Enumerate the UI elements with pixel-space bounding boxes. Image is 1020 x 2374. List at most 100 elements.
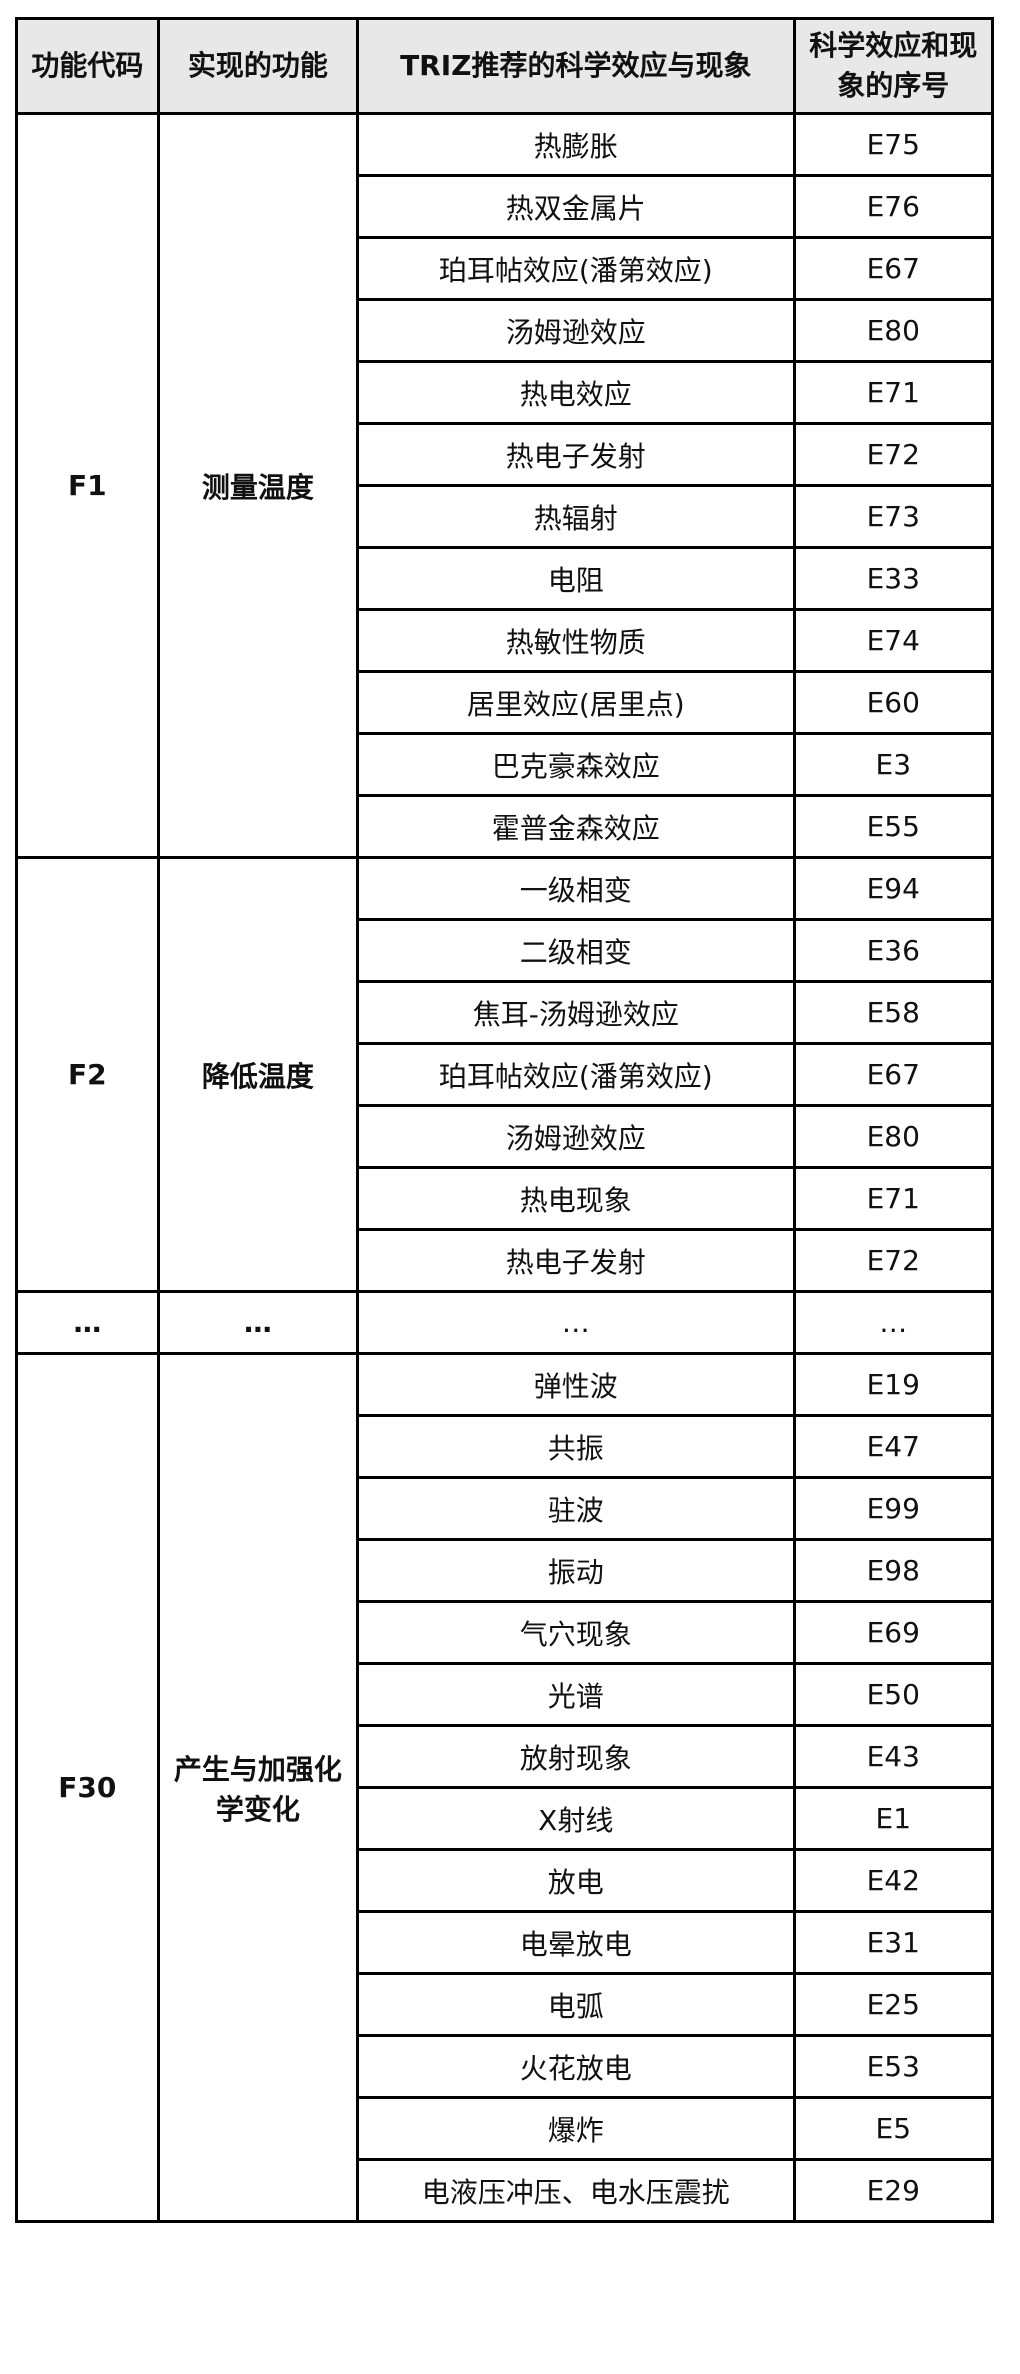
effect-cell: 热膨胀 [356, 112, 796, 177]
effect-cell: X射线 [356, 1786, 796, 1851]
effect-cell: 焦耳-汤姆逊效应 [356, 980, 796, 1045]
effect-number-cell: E3 [792, 732, 995, 797]
effect-number-cell: E36 [792, 918, 995, 983]
table-row: 居里效应(居里点) E60 [17, 670, 995, 735]
effect-number-cell: E74 [792, 608, 995, 673]
header-effect-number: 科学效应和现象的序号 [792, 17, 995, 115]
header-row: 功能代码 实现的功能 TRIZ推荐的科学效应与现象 科学效应和现象的序号 [15, 17, 995, 115]
triz-effects-table: 功能代码 实现的功能 TRIZ推荐的科学效应与现象 科学效应和现象的序号 F1 测… [15, 17, 995, 2223]
effect-cell: … [356, 1290, 796, 1355]
table-row: 汤姆逊效应 E80 [17, 298, 995, 363]
effect-cell: 放电 [356, 1848, 796, 1913]
effect-cell: 热电效应 [356, 360, 796, 425]
effect-number-cell: E19 [792, 1352, 995, 1417]
header-effect: TRIZ推荐的科学效应与现象 [356, 17, 796, 115]
effect-cell: 气穴现象 [356, 1600, 796, 1665]
effect-cell: 驻波 [356, 1476, 796, 1541]
table-row: 爆炸 E5 [17, 2096, 995, 2161]
effect-cell: 热电现象 [356, 1166, 796, 1231]
effect-number-cell: E58 [792, 980, 995, 1045]
effect-number-cell: E71 [792, 360, 995, 425]
table-row: 放电 E42 [17, 1848, 995, 1913]
table-row: 驻波 E99 [17, 1476, 995, 1541]
effect-number-cell: E80 [792, 1104, 995, 1169]
function-code-cell: F1 [15, 112, 160, 859]
effect-cell: 热双金属片 [356, 174, 796, 239]
table-row: 巴克豪森效应 E3 [17, 732, 995, 797]
effect-number-cell: E53 [792, 2034, 995, 2099]
table-row: 珀耳帖效应(潘第效应) E67 [17, 1042, 995, 1107]
effect-number-cell: E73 [792, 484, 995, 549]
table-row: F30 产生与加强化学变化 弹性波 E19 [15, 1352, 995, 2223]
table-row: 热电效应 E71 [17, 360, 995, 425]
table-row: 珀耳帖效应(潘第效应) E67 [17, 236, 995, 301]
function-name-cell: 测量温度 [156, 112, 360, 859]
effect-cell: 热电子发射 [356, 422, 796, 487]
table-row: 热电现象 E71 [17, 1166, 995, 1231]
effect-cell: 居里效应(居里点) [356, 670, 796, 735]
table-row: 火花放电 E53 [17, 2034, 995, 2099]
table-row: 电晕放电 E31 [17, 1910, 995, 1975]
effect-cell: 珀耳帖效应(潘第效应) [356, 1042, 796, 1107]
effect-cell: 电弧 [356, 1972, 796, 2037]
effect-number-cell: E33 [792, 546, 995, 611]
effect-number-cell: E42 [792, 1848, 995, 1913]
table-row: 焦耳-汤姆逊效应 E58 [17, 980, 995, 1045]
table-row: 电弧 E25 [17, 1972, 995, 2037]
table-row: 电阻 E33 [17, 546, 995, 611]
effect-number-cell: E99 [792, 1476, 995, 1541]
function-code-cell: F2 [15, 856, 160, 1293]
effect-number-cell: E94 [792, 856, 995, 921]
function-name-cell: 产生与加强化学变化 [156, 1352, 360, 2223]
effect-number-cell: E80 [792, 298, 995, 363]
function-code-cell: F30 [15, 1352, 160, 2223]
table-row: 气穴现象 E69 [17, 1600, 995, 1665]
effect-number-cell: E75 [792, 112, 995, 177]
table-row: X射线 E1 [17, 1786, 995, 1851]
effect-cell: 巴克豪森效应 [356, 732, 796, 797]
table-row: F2 降低温度 一级相变 E94 [15, 856, 995, 1293]
effect-number-cell: E71 [792, 1166, 995, 1231]
header-function: 实现的功能 [156, 17, 360, 115]
effect-cell: 热电子发射 [356, 1228, 796, 1293]
effect-number-cell: E25 [792, 1972, 995, 2037]
effect-cell: 振动 [356, 1538, 796, 1603]
function-name-cell: … [156, 1290, 360, 1355]
effect-cell: 珀耳帖效应(潘第效应) [356, 236, 796, 301]
table-row: 二级相变 E36 [17, 918, 995, 983]
table-row: 热电子发射 E72 [17, 422, 995, 487]
effect-cell: 光谱 [356, 1662, 796, 1727]
effect-cell: 共振 [356, 1414, 796, 1479]
function-name-cell: 降低温度 [156, 856, 360, 1293]
effect-cell: 电晕放电 [356, 1910, 796, 1975]
effect-number-cell: E72 [792, 422, 995, 487]
effect-cell: 二级相变 [356, 918, 796, 983]
effect-number-cell: E43 [792, 1724, 995, 1789]
table-row: F1 测量温度 热膨胀 E75 [15, 112, 995, 859]
effect-number-cell: E76 [792, 174, 995, 239]
table-row: 热电子发射 E72 [17, 1228, 995, 1293]
effect-cell: 汤姆逊效应 [356, 298, 796, 363]
table-row: 放射现象 E43 [17, 1724, 995, 1789]
effect-number-cell: E67 [792, 1042, 995, 1107]
effect-cell: 爆炸 [356, 2096, 796, 2161]
effect-number-cell: E1 [792, 1786, 995, 1851]
effect-cell: 电液压冲压、电水压震扰 [356, 2158, 796, 2223]
effect-number-cell: E55 [792, 794, 995, 859]
effect-number-cell: E29 [792, 2158, 995, 2223]
table-row: 振动 E98 [17, 1538, 995, 1603]
effect-number-cell: E67 [792, 236, 995, 301]
effect-cell: 霍普金森效应 [356, 794, 796, 859]
effect-cell: 热辐射 [356, 484, 796, 549]
effect-number-cell: … [792, 1290, 995, 1355]
table-row: 热敏性物质 E74 [17, 608, 995, 673]
table-row: 霍普金森效应 E55 [17, 794, 995, 859]
effect-number-cell: E5 [792, 2096, 995, 2161]
effect-cell: 汤姆逊效应 [356, 1104, 796, 1169]
effect-number-cell: E31 [792, 1910, 995, 1975]
table-row: 共振 E47 [17, 1414, 995, 1479]
table-row: 光谱 E50 [17, 1662, 995, 1727]
effect-number-cell: E50 [792, 1662, 995, 1727]
table-row: 热辐射 E73 [17, 484, 995, 549]
effect-number-cell: E60 [792, 670, 995, 735]
